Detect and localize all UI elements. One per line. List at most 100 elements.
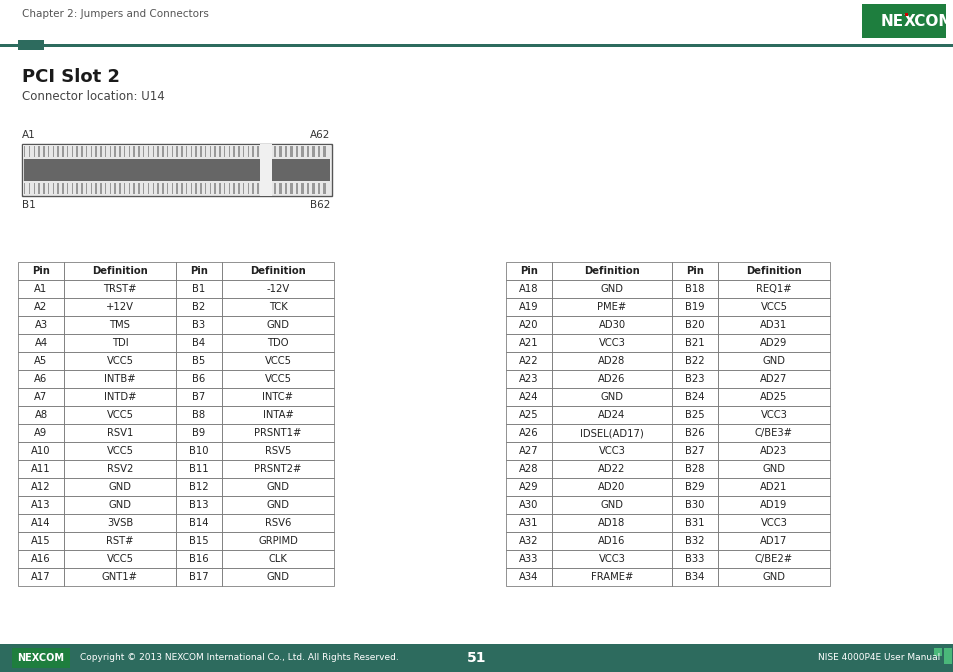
Text: B16: B16	[189, 554, 209, 564]
Text: A23: A23	[518, 374, 538, 384]
Bar	[18, 370, 64, 388]
Bar	[718, 406, 829, 424]
Bar	[718, 262, 829, 280]
Bar	[175, 514, 222, 532]
Bar	[200, 183, 201, 194]
Bar	[219, 146, 220, 157]
Text: A5: A5	[34, 356, 48, 366]
Bar	[64, 550, 175, 568]
Text: A12: A12	[31, 482, 51, 492]
Text: B12: B12	[189, 482, 209, 492]
Bar	[291, 183, 293, 194]
Text: PCI Slot 2: PCI Slot 2	[22, 68, 120, 86]
Text: A1: A1	[22, 130, 35, 140]
Text: GND: GND	[599, 284, 623, 294]
Bar	[0, 644, 953, 672]
Text: B19: B19	[684, 302, 704, 312]
Text: Pin: Pin	[32, 266, 50, 276]
Bar	[291, 146, 293, 157]
Bar	[64, 442, 175, 460]
Text: FRAME#: FRAME#	[590, 572, 633, 582]
Text: GND: GND	[266, 320, 289, 330]
Bar	[64, 478, 175, 496]
Text: GND: GND	[109, 500, 132, 510]
Text: INTB#: INTB#	[104, 374, 135, 384]
Bar	[671, 334, 718, 352]
Text: B29: B29	[684, 482, 704, 492]
Bar	[114, 183, 116, 194]
Bar	[505, 388, 552, 406]
Text: C/BE2#: C/BE2#	[754, 554, 792, 564]
Bar	[86, 183, 88, 194]
Text: B27: B27	[684, 446, 704, 456]
Bar	[552, 568, 671, 586]
Bar	[105, 183, 107, 194]
Text: AD17: AD17	[760, 536, 787, 546]
Text: A31: A31	[518, 518, 538, 528]
Bar	[148, 146, 149, 157]
Bar	[18, 334, 64, 352]
Bar	[718, 352, 829, 370]
Bar	[552, 514, 671, 532]
Bar	[157, 146, 158, 157]
Bar	[552, 352, 671, 370]
Bar	[195, 146, 196, 157]
Bar	[671, 496, 718, 514]
Bar	[933, 648, 941, 656]
Text: B1: B1	[193, 284, 206, 294]
Text: VCC3: VCC3	[760, 518, 786, 528]
Bar	[222, 568, 334, 586]
Bar	[18, 262, 64, 280]
Bar	[138, 183, 139, 194]
Bar	[260, 144, 272, 196]
Text: Copyright © 2013 NEXCOM International Co., Ltd. All Rights Reserved.: Copyright © 2013 NEXCOM International Co…	[80, 653, 398, 663]
Text: A10: A10	[31, 446, 51, 456]
Bar	[18, 40, 44, 50]
Bar	[552, 298, 671, 316]
Bar	[233, 183, 234, 194]
Bar	[210, 183, 211, 194]
Text: RSV1: RSV1	[107, 428, 133, 438]
Bar	[257, 146, 258, 157]
Bar	[214, 146, 215, 157]
Bar	[505, 478, 552, 496]
Text: INTC#: INTC#	[262, 392, 294, 402]
Text: VCC3: VCC3	[598, 446, 625, 456]
Bar	[176, 183, 177, 194]
Bar	[552, 442, 671, 460]
Text: Definition: Definition	[745, 266, 801, 276]
Bar	[718, 442, 829, 460]
Bar	[18, 388, 64, 406]
Bar	[57, 183, 59, 194]
Text: AD21: AD21	[760, 482, 787, 492]
Bar	[238, 146, 239, 157]
Text: AD26: AD26	[598, 374, 625, 384]
Text: INTD#: INTD#	[104, 392, 136, 402]
Bar	[64, 496, 175, 514]
Bar	[222, 532, 334, 550]
Bar	[67, 183, 69, 194]
Text: A13: A13	[31, 500, 51, 510]
Bar	[64, 388, 175, 406]
Bar	[671, 370, 718, 388]
Text: RSV5: RSV5	[265, 446, 291, 456]
Bar	[671, 478, 718, 496]
Bar	[205, 146, 206, 157]
Bar	[718, 514, 829, 532]
Text: A19: A19	[518, 302, 538, 312]
Bar	[718, 460, 829, 478]
Bar	[175, 550, 222, 568]
Bar	[81, 183, 83, 194]
Text: B26: B26	[684, 428, 704, 438]
Bar	[181, 183, 182, 194]
Bar	[18, 514, 64, 532]
Text: NEXCOM: NEXCOM	[17, 653, 65, 663]
Bar	[119, 183, 121, 194]
Bar	[243, 146, 244, 157]
Bar	[67, 146, 69, 157]
Bar	[64, 514, 175, 532]
Bar	[95, 146, 97, 157]
Bar	[64, 262, 175, 280]
Bar	[186, 146, 187, 157]
Bar	[671, 316, 718, 334]
